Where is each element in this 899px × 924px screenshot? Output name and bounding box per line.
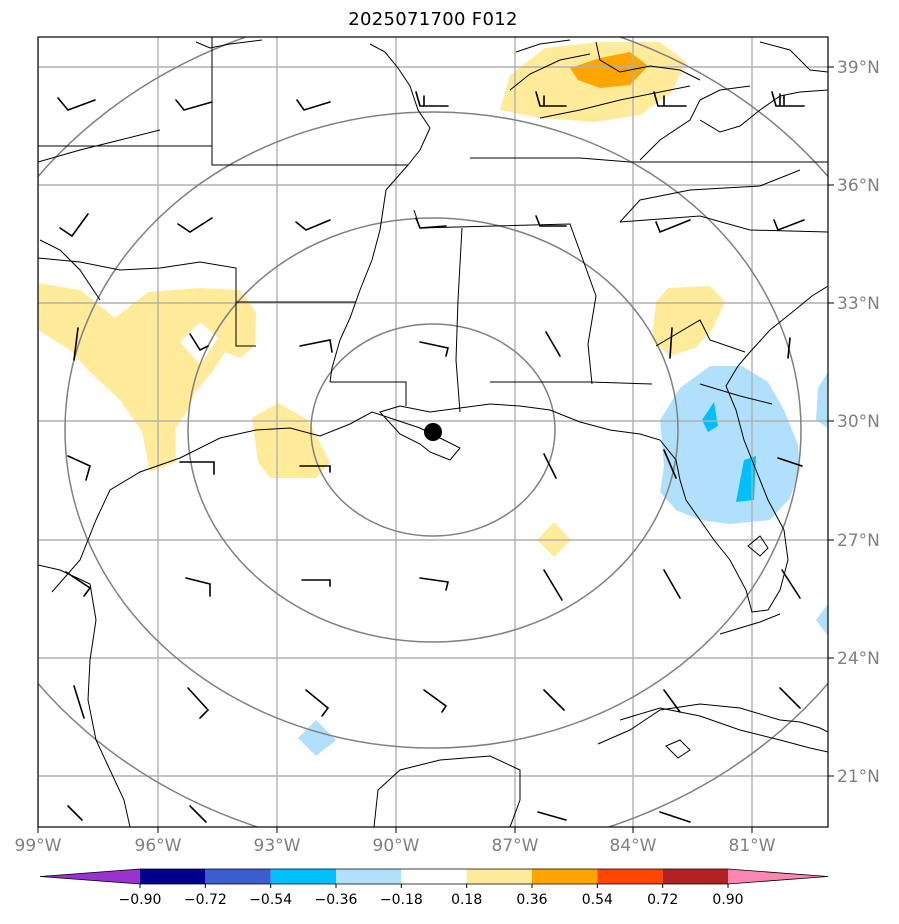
colorbar-tick-label: 0.36 xyxy=(516,892,547,908)
lon-label: 90°W xyxy=(373,836,420,856)
colorbar-tick-label: −0.18 xyxy=(380,892,423,908)
lon-label: 87°W xyxy=(492,836,539,856)
colorbar-tick-label: 0.90 xyxy=(712,892,743,908)
negative-anomaly-region xyxy=(816,372,828,428)
colorbar-tick-label: −0.72 xyxy=(184,892,227,908)
negative-anomaly-region xyxy=(816,604,828,636)
colorbar-tick-label: 0.18 xyxy=(451,892,482,908)
axis-ticks xyxy=(37,66,834,833)
lat-label: 30°N xyxy=(837,412,880,432)
colorbar-tick-label: −0.36 xyxy=(315,892,358,908)
lat-label: 24°N xyxy=(837,649,880,669)
graticule xyxy=(38,37,828,827)
strong-positive-anomaly-region xyxy=(570,52,648,88)
colorbar-segment xyxy=(336,869,402,884)
map-frame xyxy=(37,36,829,828)
colorbar-segment xyxy=(597,869,663,884)
wind-barbs xyxy=(57,91,805,823)
lat-label: 36°N xyxy=(837,176,880,196)
colorbar-segment xyxy=(466,869,532,884)
strong-negative-anomaly-region xyxy=(736,456,756,502)
lon-label: 93°W xyxy=(254,836,301,856)
latitude-labels: 39°N 36°N 33°N 30°N 27°N 24°N 21°N xyxy=(837,58,880,787)
colorbar-tick-label: −0.54 xyxy=(249,892,292,908)
lon-label: 99°W xyxy=(15,836,62,856)
storm-center-marker xyxy=(424,423,442,441)
negative-anomaly-region xyxy=(660,366,800,524)
colorbar-segment xyxy=(662,869,728,884)
colorbar-extend-low xyxy=(40,869,140,884)
colorbar-segment xyxy=(270,869,336,884)
colorbar-segment xyxy=(532,869,598,884)
colorbar: −0.90 −0.72 −0.54 −0.36 −0.18 0.18 0.36 0.54 0.7… xyxy=(39,868,829,908)
lon-label: 96°W xyxy=(135,836,182,856)
strong-negative-anomaly-region xyxy=(702,402,718,432)
colorbar-tick-label: −0.90 xyxy=(119,892,162,908)
coastlines-borders xyxy=(38,37,828,827)
colorbar-segment xyxy=(140,869,206,884)
lat-label: 33°N xyxy=(837,294,880,314)
positive-anomaly-region xyxy=(252,403,330,478)
colorbar-segment xyxy=(401,869,467,884)
colorbar-segment xyxy=(205,869,271,884)
colorbar-tick-label: 0.54 xyxy=(582,892,613,908)
lat-label: 39°N xyxy=(837,58,880,78)
lon-label: 81°W xyxy=(729,836,776,856)
colorbar-tick-label: 0.72 xyxy=(647,892,678,908)
lon-label: 84°W xyxy=(610,836,657,856)
lat-label: 27°N xyxy=(837,531,880,551)
longitude-labels: 99°W 96°W 93°W 90°W 87°W 84°W 81°W xyxy=(15,836,776,856)
range-rings xyxy=(38,37,828,827)
lat-label: 21°N xyxy=(837,767,880,787)
map-title: 2025071700 F012 xyxy=(348,9,518,30)
colorbar-extend-high xyxy=(728,869,828,884)
positive-anomaly-hole xyxy=(180,322,218,365)
